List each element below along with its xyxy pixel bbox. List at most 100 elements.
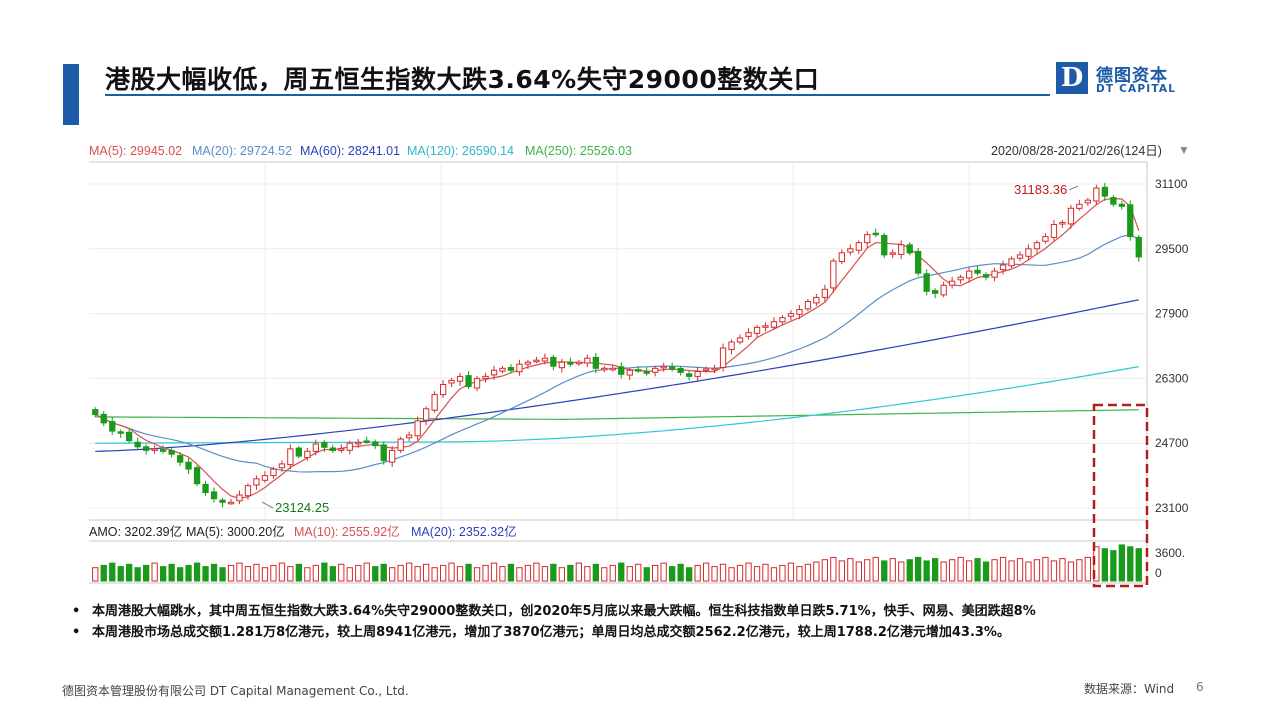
volume-bar (151, 562, 158, 582)
legend-period: 2020/08/28-2021/02/26(124日) (991, 144, 1162, 158)
volume-bar (1050, 560, 1058, 582)
ma250-line (95, 409, 1139, 421)
volume-bar (728, 567, 735, 582)
volume-bar (626, 566, 633, 582)
candle-body (431, 394, 438, 411)
volume-bar (703, 562, 710, 582)
title-accent-bar (63, 64, 79, 125)
volume-tick-label: 3600. (1155, 546, 1185, 560)
candle-body (372, 441, 379, 447)
candle-body (796, 309, 803, 315)
volume-bar (185, 564, 192, 582)
candle-body (473, 377, 481, 389)
candle-body (949, 280, 956, 286)
candle-body (558, 361, 566, 369)
candle-body (516, 363, 523, 373)
volume-bar (1101, 548, 1109, 582)
volume-bar (745, 562, 752, 582)
volume-bar (609, 564, 616, 582)
candle-body (100, 413, 107, 424)
candle-body (465, 375, 472, 388)
volume-ma5: MA(5): 3000.20亿 (186, 524, 285, 539)
volume-bar (168, 563, 175, 582)
volume-ma20: MA(20): 2352.32亿 (411, 524, 517, 539)
candle-body (923, 273, 930, 292)
candle-body (346, 442, 353, 451)
footer-company: 德图资本管理股份有限公司 DT Capital Management Co., … (62, 684, 409, 698)
candle-body (609, 367, 616, 371)
candle-body (881, 234, 888, 256)
candle-body (321, 442, 328, 448)
volume-bar (660, 562, 667, 582)
volume-bar (338, 563, 345, 582)
candle-body (1016, 254, 1024, 259)
candle-body (567, 361, 574, 365)
candle-body (448, 379, 455, 384)
logo-name-cn: 德图资本 (1096, 66, 1168, 86)
volume-bar (643, 567, 650, 582)
candle-body (109, 421, 116, 432)
volume-bar (304, 567, 311, 582)
volume-bar (677, 563, 684, 582)
volume-bar (1008, 560, 1015, 582)
volume-bar (533, 562, 540, 582)
candle-body (635, 369, 642, 372)
volume-bar (966, 560, 973, 582)
candle-body (1118, 203, 1125, 207)
candle-body (270, 468, 277, 477)
candle-body (507, 367, 515, 371)
candle-body (312, 443, 319, 452)
volume-bar (872, 556, 879, 582)
candle-body (143, 446, 150, 451)
volume-bar (117, 566, 124, 582)
candle-body (524, 361, 532, 365)
volume-bar (949, 559, 956, 582)
volume-bar (448, 562, 455, 582)
candle-body (694, 371, 701, 377)
volume-bar (210, 563, 218, 582)
volume-bar (999, 556, 1007, 582)
high-value-label: 31183.36 (1014, 182, 1067, 197)
volume-bar (177, 567, 184, 582)
candle-body (414, 420, 421, 437)
legend-ma60: MA(60): 28241.01 (300, 144, 400, 158)
volume-bar (473, 567, 481, 582)
period-dropdown-icon[interactable]: ▼ (1178, 143, 1190, 157)
candle-body (355, 441, 362, 445)
legend-ma5: MA(5): 29945.02 (89, 144, 182, 158)
volume-bar (1076, 559, 1083, 582)
volume-bar (898, 561, 905, 582)
candle-body (703, 368, 710, 372)
volume-bar (864, 559, 871, 582)
volume-bar (779, 564, 786, 582)
candle-body (711, 367, 718, 371)
candle-body (499, 367, 506, 372)
candle-body (652, 367, 659, 373)
candle-body (669, 366, 676, 370)
candle-body (202, 483, 209, 494)
candle-body (872, 232, 879, 236)
candle-body (151, 448, 158, 451)
y-tick-label: 26300 (1155, 371, 1189, 385)
volume-bar (346, 567, 353, 582)
volume-bar (762, 563, 769, 582)
volume-bar (830, 556, 837, 582)
candle-body (397, 438, 404, 451)
volume-bar (261, 567, 269, 582)
logo-mark: D (1056, 62, 1088, 94)
logo-name-en: DT CAPITAL (1096, 83, 1177, 95)
candle-body (92, 409, 99, 416)
volume-bar (507, 563, 515, 582)
volume-bar (932, 558, 939, 582)
volume-bar (652, 564, 659, 582)
candle-body (906, 244, 913, 254)
title-underline (105, 94, 1050, 96)
candle-body (686, 373, 693, 377)
volume-bar (440, 564, 447, 582)
volume-bar (592, 563, 600, 582)
volume-bar (686, 567, 693, 582)
bullet-item: 本周港股大幅跳水，其中周五恒生指数大跌3.64%失守29000整数关口，创202… (70, 603, 1200, 620)
bullet-list: 本周港股大幅跳水，其中周五恒生指数大跌3.64%失守29000整数关口，创202… (70, 603, 1200, 645)
candle-body (261, 475, 269, 481)
candle-body (618, 366, 625, 375)
